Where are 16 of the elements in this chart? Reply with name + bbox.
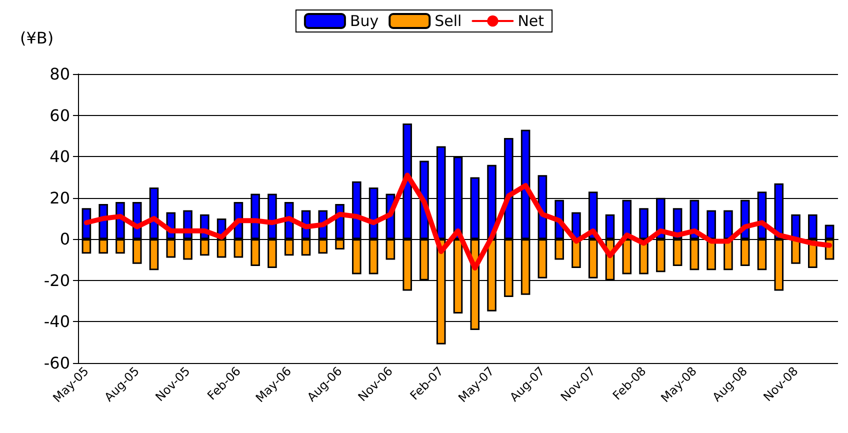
y-tick-label: -20 xyxy=(44,270,70,290)
y-tick-label: -60 xyxy=(44,354,70,372)
legend-label: Buy xyxy=(350,12,379,30)
bar xyxy=(791,214,800,240)
y-tick-label: 0 xyxy=(60,230,70,249)
bar xyxy=(791,239,800,264)
legend-label: Sell xyxy=(434,12,462,30)
bar xyxy=(706,210,716,240)
y-tick-label: -40 xyxy=(44,312,70,332)
y-tick-label: 40 xyxy=(50,147,70,166)
bar xyxy=(724,210,733,240)
y-tick-label: 80 xyxy=(50,64,70,84)
y-tick-label: 20 xyxy=(50,188,70,208)
legend-label: Net xyxy=(518,12,544,30)
y-axis-title: (¥B) xyxy=(20,28,54,48)
y-tick-label: 60 xyxy=(50,106,70,125)
